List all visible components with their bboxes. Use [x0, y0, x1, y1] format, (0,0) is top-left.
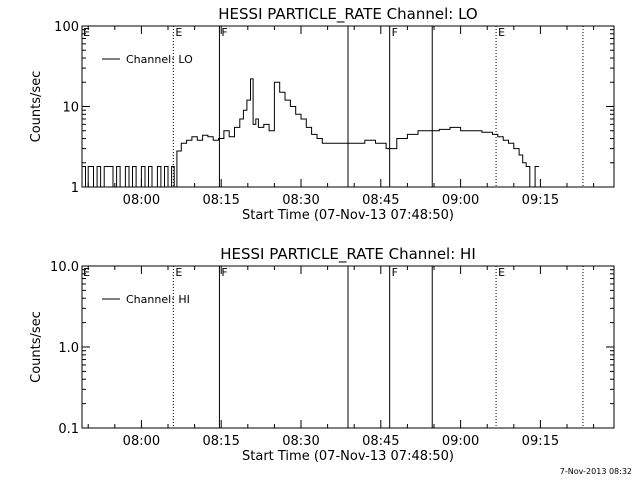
annotation-label: F: [221, 26, 227, 39]
annotation-label: F: [392, 26, 398, 39]
annotation-label: E: [175, 26, 182, 39]
legend-label: Channel: HI: [126, 293, 190, 306]
y-tick-label: 0.1: [58, 422, 79, 437]
corner-label: E: [83, 26, 90, 39]
x-tick-label: 08:45: [362, 193, 399, 208]
y-axis-label: Counts/sec: [29, 71, 44, 143]
y-tick-label: 10.0: [50, 260, 79, 275]
x-axis-label: Start Time (07-Nov-13 07:48:50): [242, 208, 454, 223]
footer-timestamp: 7-Nov-2013 08:32: [559, 467, 632, 476]
x-tick-label: 08:30: [282, 434, 319, 449]
y-tick-label: 1.0: [58, 341, 79, 356]
x-tick-label: 08:00: [123, 434, 160, 449]
x-tick-label: 08:45: [362, 434, 399, 449]
y-tick-label: 10: [62, 101, 79, 116]
chart-title: HESSI PARTICLE_RATE Channel: HI: [220, 245, 476, 264]
x-tick-label: 09:15: [522, 193, 559, 208]
x-tick-label: 08:15: [202, 193, 239, 208]
y-axis-label: Counts/sec: [29, 311, 44, 383]
chart-panel-2: HESSI PARTICLE_RATE Channel: HI 0.1 1.0 10.…: [29, 245, 615, 464]
x-tick-label: 09:00: [442, 434, 479, 449]
chart-title: HESSI PARTICLE_RATE Channel: LO: [218, 5, 477, 24]
annotation-label: F: [221, 266, 227, 279]
annotation-label: E: [498, 26, 505, 39]
annotation-label: E: [498, 266, 505, 279]
chart-panel-1: HESSI PARTICLE_RATE Channel: LO 1 10 100 08:…: [29, 5, 615, 223]
x-tick-label: 09:00: [442, 193, 479, 208]
x-tick-label: 09:15: [522, 434, 559, 449]
x-tick-label: 08:15: [202, 434, 239, 449]
annotation-label: F: [392, 266, 398, 279]
annotation-label: E: [175, 266, 182, 279]
x-tick-label: 08:00: [123, 193, 160, 208]
corner-label: E: [83, 266, 90, 279]
x-axis-label: Start Time (07-Nov-13 07:48:50): [242, 449, 454, 464]
legend-label: Channel: LO: [126, 53, 193, 66]
y-tick-label: 100: [54, 20, 79, 35]
y-tick-label: 1: [71, 181, 79, 196]
series-line: [82, 78, 540, 188]
x-tick-label: 08:30: [282, 193, 319, 208]
